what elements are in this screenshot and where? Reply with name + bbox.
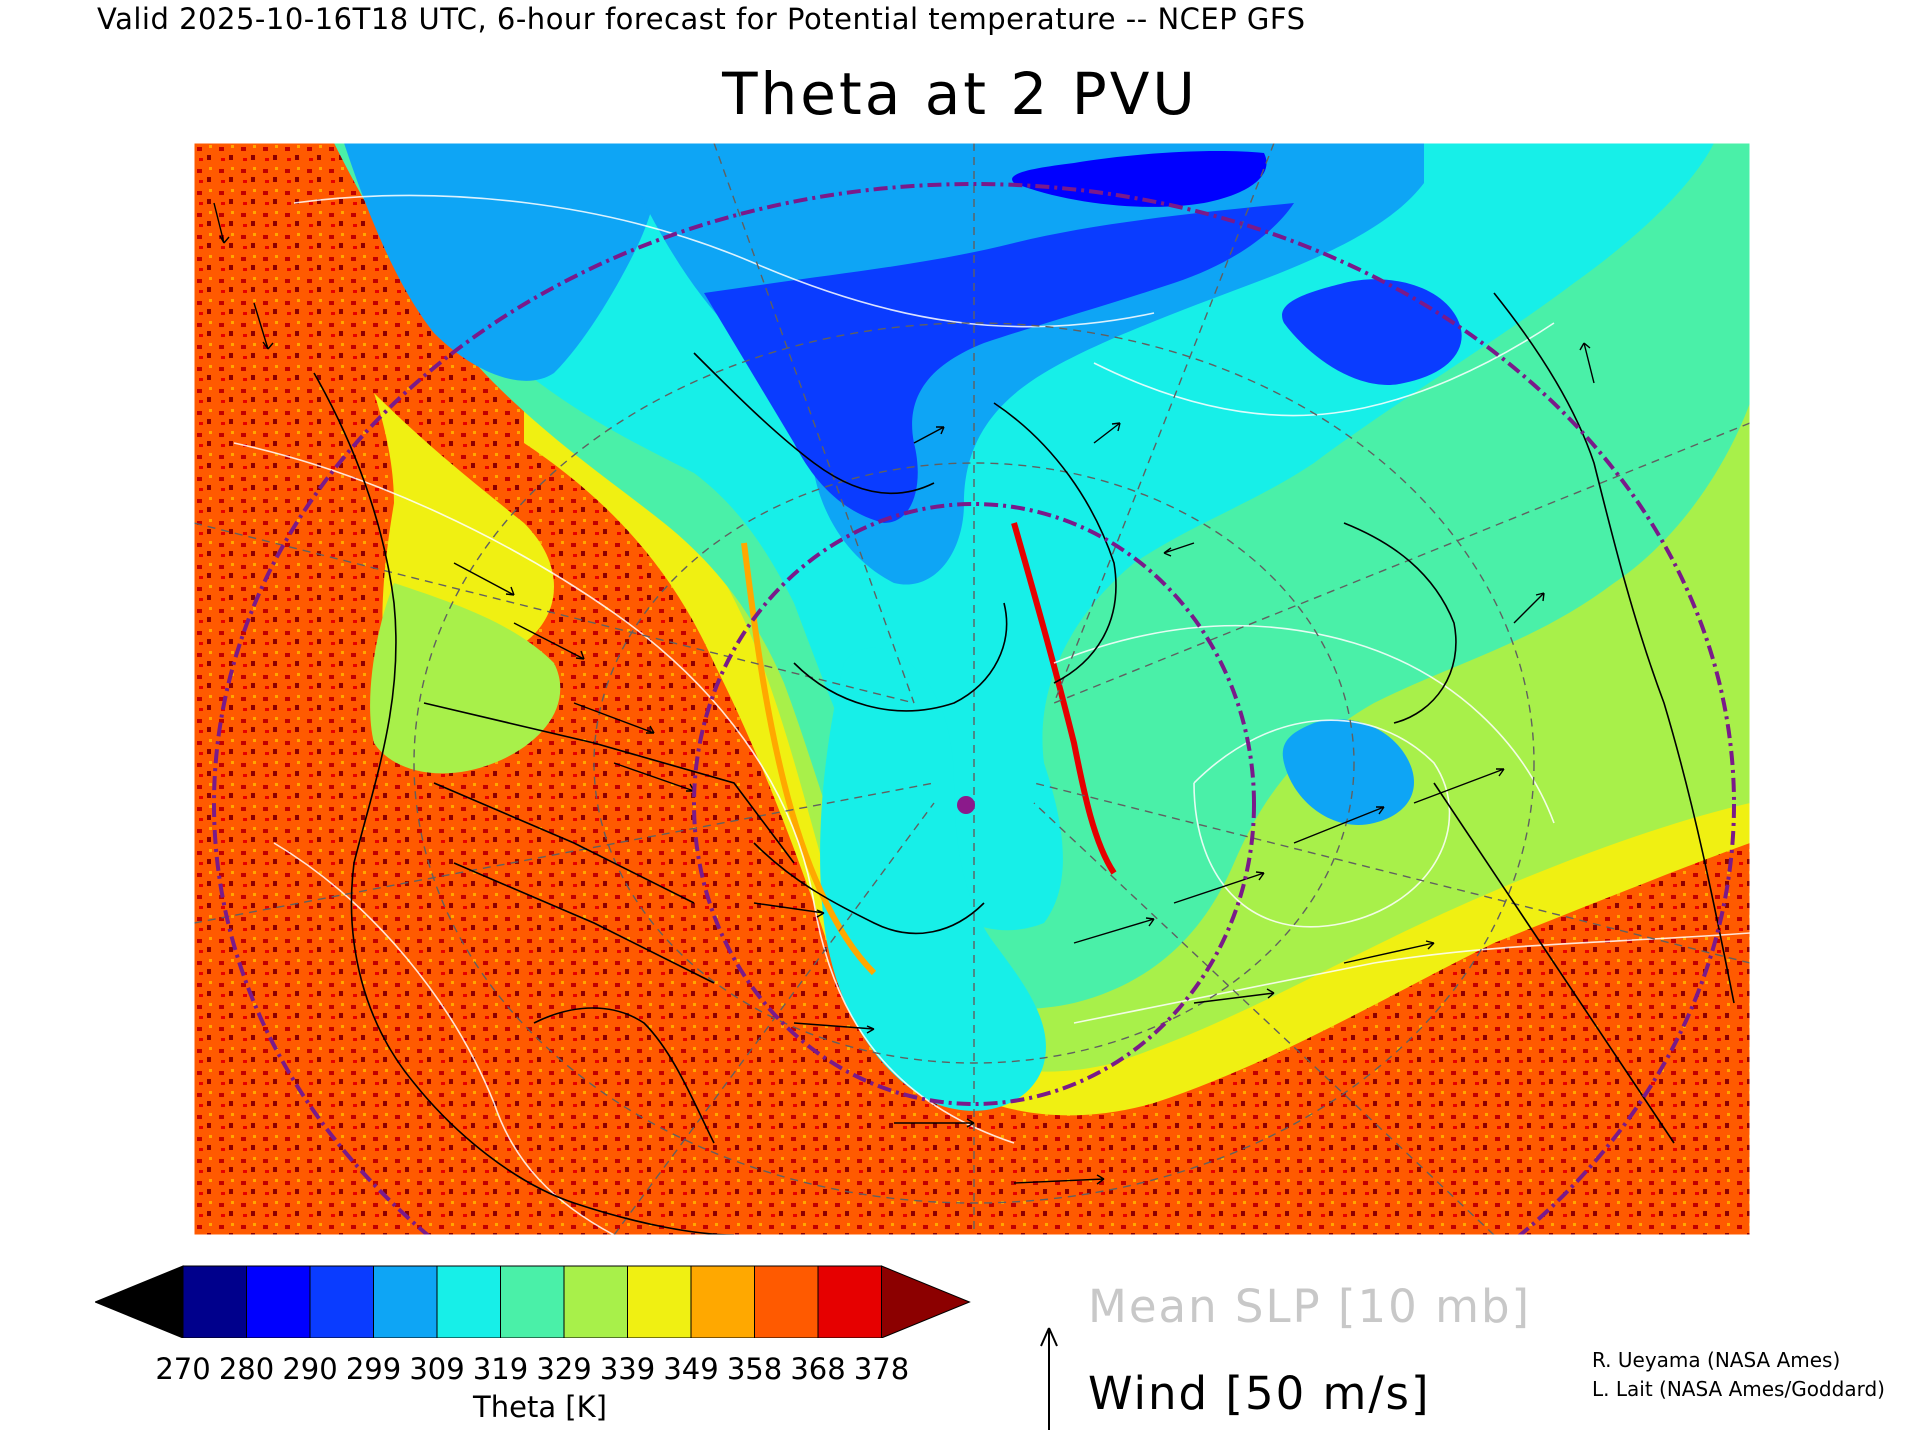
center-marker	[957, 796, 975, 814]
colorbar-cell	[690, 1265, 755, 1338]
map-title: Theta at 2 PVU	[722, 60, 1198, 128]
colorbar-cell	[246, 1265, 311, 1338]
theta-colorbar	[95, 1265, 971, 1338]
subtropical-band	[194, 783, 1750, 1235]
colorbar-tick-label: 280	[218, 1352, 275, 1386]
wind-vectors	[213, 202, 1595, 1185]
cold-pool-west	[344, 143, 658, 381]
cold-core-arctic	[704, 203, 1294, 523]
colorbar-tick-label: 368	[790, 1352, 846, 1386]
colorbar-tick-label: 290	[282, 1352, 338, 1386]
colorbar-cell	[309, 1265, 374, 1338]
colorbar-tick-label: 309	[409, 1352, 465, 1386]
colorbar-cell	[563, 1265, 628, 1338]
graticule	[194, 143, 1750, 1235]
wind-legend-label: Wind [50 m/s]	[1088, 1367, 1431, 1420]
colorbar-tick-label: 378	[853, 1352, 910, 1386]
cold-core-east	[1282, 279, 1462, 385]
filament-1	[1011, 522, 1117, 875]
colorbar-title: Theta [K]	[473, 1390, 607, 1424]
cold-vortex-atlantic	[1282, 719, 1414, 825]
wind-scale-arrow-icon	[1040, 1327, 1058, 1430]
colorbar-tick-label: 329	[536, 1352, 592, 1386]
valid-time-header: Valid 2025-10-16T18 UTC, 6-hour forecast…	[97, 2, 1306, 36]
credit-line-2: L. Lait (NASA Ames/Goddard)	[1592, 1377, 1885, 1401]
slp-legend-label: Mean SLP [10 mb]	[1088, 1280, 1532, 1333]
colorbar-cell	[817, 1265, 882, 1338]
colorbar-tick-label: 358	[726, 1352, 783, 1386]
colorbar-cell	[182, 1265, 247, 1338]
colorbar-cell	[500, 1265, 565, 1338]
colorbar-min-triangle	[95, 1265, 184, 1338]
credit-line-1: R. Ueyama (NASA Ames)	[1592, 1348, 1841, 1372]
colorbar-tick-label: 319	[472, 1352, 529, 1386]
range-rings	[212, 182, 1736, 1235]
colorbar-tick-label: 349	[663, 1352, 719, 1386]
coastlines	[313, 292, 1735, 1235]
colorbar-cell	[754, 1265, 819, 1338]
filament-2	[741, 542, 877, 976]
colorbar-cell	[373, 1265, 438, 1338]
colorbar-cell	[627, 1265, 692, 1338]
colorbar-cell	[436, 1265, 501, 1338]
nw-green	[370, 583, 561, 774]
trough-cyan	[820, 647, 1046, 1111]
theta-map	[194, 143, 1750, 1235]
cold-core-top	[1012, 151, 1267, 207]
colorbar-tick-label: 339	[599, 1352, 656, 1386]
colorbar-tick-label: 299	[345, 1352, 402, 1386]
colorbar-tick-label: 270	[155, 1352, 211, 1386]
colorbar-max-triangle	[881, 1265, 971, 1338]
